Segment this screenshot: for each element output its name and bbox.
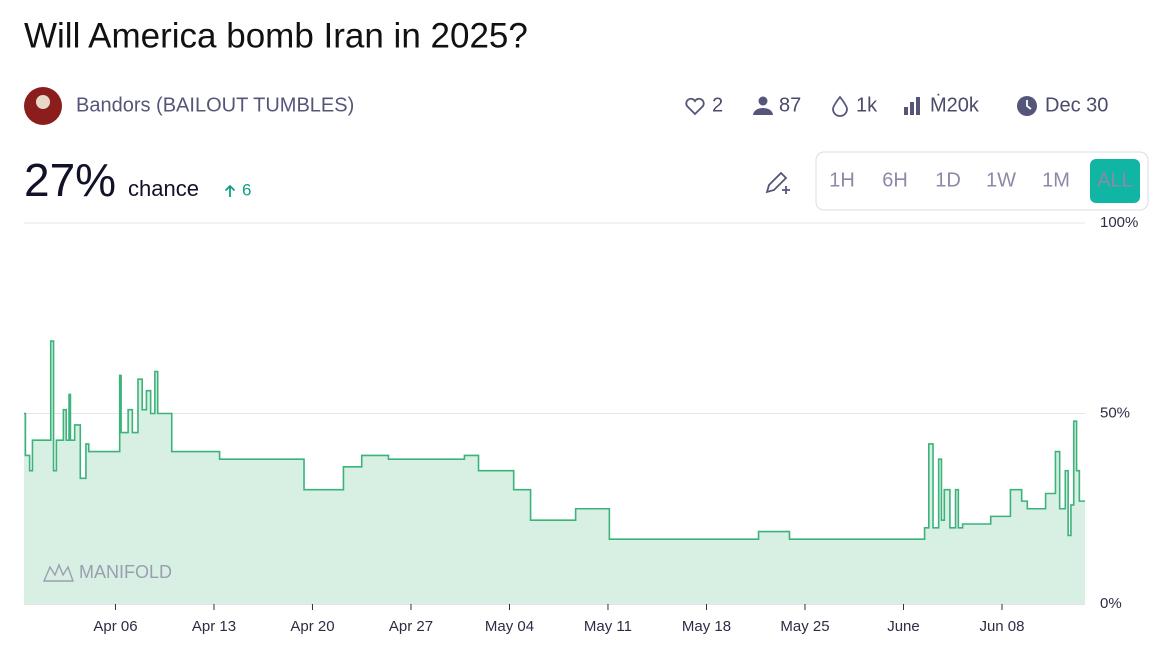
volume-icon xyxy=(904,107,908,115)
volume: Ṁ20k xyxy=(930,93,980,116)
time-range-group xyxy=(815,151,1149,211)
edit-button[interactable] xyxy=(765,171,790,194)
volume-icon xyxy=(910,102,914,115)
y-tick-label: 100% xyxy=(1100,214,1138,231)
x-tick-label: May 04 xyxy=(485,618,534,635)
plus-icon xyxy=(782,186,790,194)
time-button[interactable]: 1M xyxy=(1042,169,1070,191)
watermark-logo xyxy=(42,563,74,582)
stats: 2 87 1k Ṁ20k Dec 30 xyxy=(685,93,1108,117)
x-tick-label: May 18 xyxy=(682,618,731,635)
time-button[interactable]: ALL xyxy=(1097,169,1133,191)
x-tick-label: Jun 08 xyxy=(979,618,1024,635)
liquidity: 1k xyxy=(856,94,878,116)
person-icon-body xyxy=(753,108,773,115)
x-tick-label: Apr 13 xyxy=(192,618,236,635)
market-title: Will America bomb Iran in 2025? xyxy=(24,16,528,55)
line xyxy=(24,340,1085,541)
likes: 2 xyxy=(712,94,723,116)
heart-icon[interactable] xyxy=(685,97,705,116)
y-tick-label: 0% xyxy=(1100,595,1122,612)
liquidity-icon xyxy=(832,95,848,117)
x-tick-label: June xyxy=(887,618,920,635)
x-tick-label: May 25 xyxy=(780,618,829,635)
person-icon xyxy=(758,96,768,106)
time-button[interactable]: 1W xyxy=(986,169,1016,191)
traders: 87 xyxy=(779,94,801,116)
author[interactable]: Bandors (BAILOUT TUMBLES) xyxy=(24,87,354,125)
time-button[interactable]: 6H xyxy=(882,169,908,191)
x-tick-label: Apr 27 xyxy=(389,618,433,635)
probability: 27% xyxy=(24,154,116,206)
y-tick-label: 50% xyxy=(1100,404,1130,421)
time-button[interactable]: 1H xyxy=(829,169,855,191)
probability-chart: 0% 50% 100% Apr 06 Apr 13 Apr 20 Apr 27 May 04 M… xyxy=(24,214,1138,635)
probability-label: chance xyxy=(128,176,199,201)
pencil-icon[interactable] xyxy=(765,171,788,194)
probability-change: 6 xyxy=(242,180,251,199)
close-date: Dec 30 xyxy=(1045,94,1108,116)
time-button[interactable]: 1D xyxy=(935,169,961,191)
x-tick-label: Apr 06 xyxy=(93,618,137,635)
clock-hands xyxy=(1026,100,1032,110)
time-range-buttons: 1H 6H 1D 1W 1M ALL xyxy=(829,159,1140,203)
author-name[interactable]: Bandors (BAILOUT TUMBLES) xyxy=(76,94,354,116)
x-tick-label: May 11 xyxy=(584,618,632,635)
x-tick-label: Apr 20 xyxy=(290,618,334,635)
watermark: MANIFOLD xyxy=(79,562,172,582)
time-button-active[interactable] xyxy=(1090,159,1140,203)
area xyxy=(24,341,1085,604)
avatar-face xyxy=(36,95,50,109)
volume-icon xyxy=(916,97,920,115)
change-arrow xyxy=(224,184,236,197)
